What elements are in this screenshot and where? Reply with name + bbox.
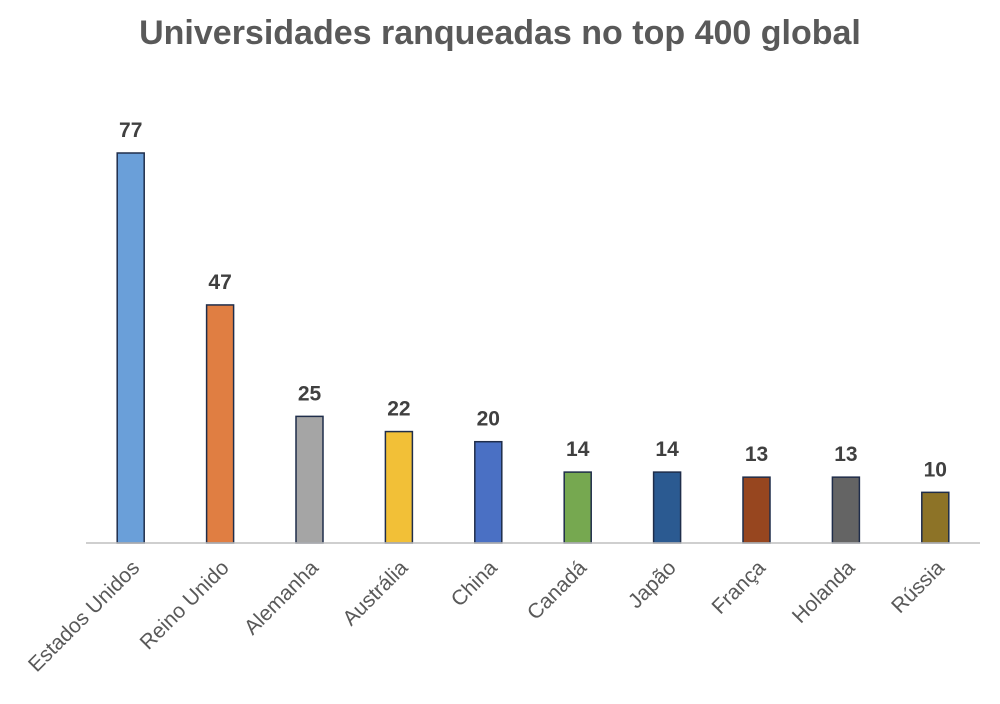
x-tick-label: Reino Unido [136,556,234,654]
x-tick-label: França [708,556,771,619]
data-label: 13 [834,443,857,466]
x-tick-label: China [447,556,502,611]
data-label: 13 [745,443,768,466]
bar [474,440,503,544]
bar [742,476,771,544]
x-tick-label: Canadá [523,556,592,625]
x-tick-label: Austrália [338,556,412,630]
data-label: 20 [477,408,500,431]
data-label: 25 [298,382,322,405]
x-tick-label: Japão [624,556,681,613]
bar [563,471,592,544]
data-label: 47 [208,271,231,294]
bar [116,152,145,544]
chart-title: Universidades ranqueadas no top 400 glob… [139,14,861,52]
data-label: 14 [566,438,590,461]
x-tick-label: Holanda [788,556,860,628]
bar [205,304,235,544]
labels-layer: 77 Estados Unidos 47 Reino Unido 25 Alemanha 2… [24,119,949,677]
bar [295,415,324,544]
bar [384,430,414,544]
data-label: 10 [924,458,947,481]
x-tick-label: Rússia [887,556,949,618]
x-tick-label: Estados Unidos [24,556,144,676]
data-label: 77 [119,119,142,142]
bars-layer [116,152,950,544]
bar [831,476,861,544]
bar [921,491,950,544]
bar [652,471,682,544]
x-tick-label: Alemanha [240,556,323,639]
data-label: 14 [655,438,679,461]
data-label: 22 [387,398,410,421]
